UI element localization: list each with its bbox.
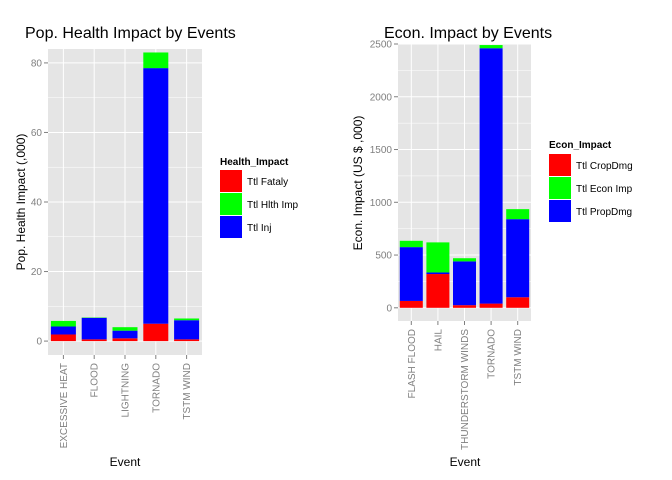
chart2-bars <box>399 45 530 308</box>
bar-segment <box>174 318 200 321</box>
y-tick-label: 1000 <box>370 198 393 209</box>
bar-segment <box>143 52 169 69</box>
legend-label-fatality: Ttl Fataly <box>247 177 288 188</box>
bar-segment <box>112 338 138 342</box>
bar-segment <box>453 261 476 306</box>
chart1-grid <box>48 49 202 355</box>
chart2-title: Econ. Impact by Events <box>384 25 552 42</box>
chart2-x-label: Event <box>450 455 481 469</box>
y-tick-label: 2500 <box>370 40 393 51</box>
legend-label-crop-damage: Ttl CropDmg <box>576 161 633 172</box>
chart2-legend-title: Econ_Impact <box>549 140 612 151</box>
chart1-x-label: Event <box>110 455 141 469</box>
legend-label-property-damage: Ttl PropDmg <box>576 207 632 218</box>
chart2-y-ticks: 0 500 1000 1500 2000 2500 <box>370 40 398 314</box>
bar-segment <box>399 247 423 301</box>
bar-segment <box>453 305 476 308</box>
y-tick-label: 60 <box>31 128 43 139</box>
bar-segment <box>506 209 530 220</box>
x-tick-label: THUNDERSTORM WINDS <box>460 329 471 450</box>
bar-segment <box>506 219 530 298</box>
bar-segment <box>112 327 138 331</box>
legend-label-injury: Ttl Inj <box>247 223 271 234</box>
chart1-y-ticks: 0 20 40 60 80 <box>31 58 48 348</box>
chart2-legend: Econ_Impact Ttl CropDmg Ttl Econ Imp Ttl… <box>549 140 633 222</box>
x-tick-label: TORNADO <box>151 363 162 413</box>
chart1-y-label: Pop. Health Impact (,000) <box>14 134 28 271</box>
bar-segment <box>143 68 169 324</box>
y-tick-label: 40 <box>31 198 43 209</box>
legend-swatch-econ-impact <box>549 177 571 199</box>
y-tick-label: 500 <box>375 251 392 262</box>
chart1-legend-title: Health_Impact <box>220 157 289 168</box>
bar-segment <box>174 320 200 340</box>
bar-segment <box>479 303 503 308</box>
x-tick-label: TSTM WIND <box>513 329 524 386</box>
legend-swatch-fatality <box>220 170 242 192</box>
chart2-y-label: Econ. Impact (US $ ,000) <box>351 116 365 251</box>
x-tick-label: FLASH FLOOD <box>407 329 418 398</box>
x-tick-label: FLOOD <box>90 363 101 397</box>
bar-segment <box>50 320 76 327</box>
bar-segment <box>479 45 503 49</box>
chart1-bars <box>50 52 200 342</box>
chart1-x-ticks: EXCESSIVE HEAT FLOOD LIGHTNING TORNADO TSTM … <box>59 355 193 448</box>
y-tick-label: 1500 <box>370 145 393 156</box>
y-tick-label: 0 <box>36 337 42 348</box>
legend-swatch-crop-damage <box>549 154 571 176</box>
legend-swatch-property-damage <box>549 200 571 222</box>
legend-label-health-impact: Ttl Hlth Imp <box>247 200 299 211</box>
bar-segment <box>143 323 169 342</box>
x-tick-label: HAIL <box>433 329 444 352</box>
bar-segment <box>50 326 76 335</box>
bar-segment <box>399 300 423 308</box>
y-tick-label: 20 <box>31 267 43 278</box>
x-tick-label: EXCESSIVE HEAT <box>59 363 70 448</box>
bar-segment <box>426 242 450 273</box>
chart2-x-ticks: FLASH FLOOD HAIL THUNDERSTORM WINDS TORNADO… <box>407 321 524 450</box>
bar-segment <box>81 317 107 340</box>
y-tick-label: 2000 <box>370 92 393 103</box>
bar-segment <box>399 240 423 248</box>
bar-segment <box>50 334 76 342</box>
bar-segment <box>479 48 503 304</box>
bar-segment <box>112 330 138 339</box>
x-tick-label: TORNADO <box>487 329 498 379</box>
bar-segment <box>426 272 450 275</box>
y-tick-label: 80 <box>31 58 43 69</box>
x-tick-label: LIGHTNING <box>121 363 132 418</box>
bar-segment <box>81 339 107 342</box>
bar-segment <box>506 297 530 308</box>
legend-swatch-health-impact <box>220 193 242 215</box>
bar-segment <box>426 274 450 308</box>
y-tick-label: 0 <box>386 303 392 314</box>
chart1-legend: Health_Impact Ttl Fataly Ttl Hlth Imp Tt… <box>220 157 299 238</box>
legend-label-econ-impact: Ttl Econ Imp <box>576 184 633 195</box>
bar-segment <box>174 339 200 342</box>
chart1-title: Pop. Health Impact by Events <box>25 25 236 42</box>
x-tick-label: TSTM WIND <box>182 363 193 420</box>
legend-swatch-injury <box>220 216 242 238</box>
bar-segment <box>453 258 476 262</box>
